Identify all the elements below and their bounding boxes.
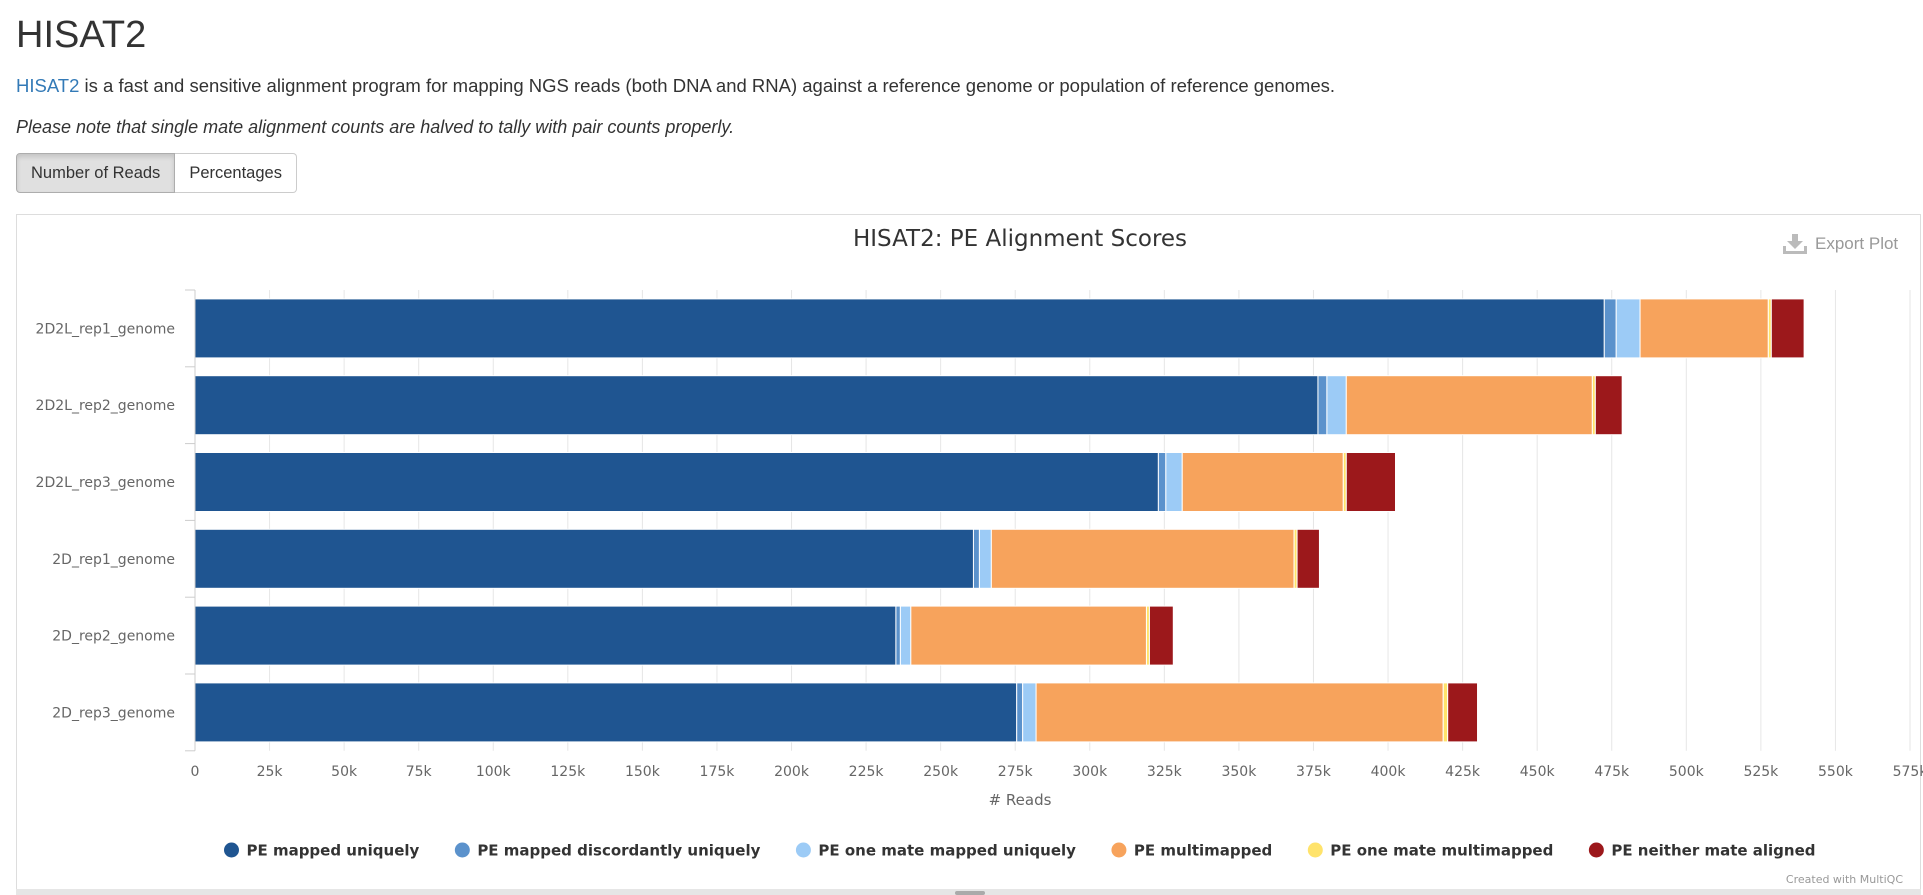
- x-tick-label: 525k: [1743, 764, 1779, 780]
- bar-segment[interactable]: [1035, 682, 1444, 743]
- y-category-label: 2D2L_rep1_genome: [36, 321, 175, 337]
- bar-segment[interactable]: [1639, 298, 1769, 359]
- legend-label: PE multimapped: [1134, 842, 1272, 860]
- bar-segment[interactable]: [194, 452, 1159, 512]
- x-tick-label: 150k: [625, 764, 661, 780]
- bar-segment[interactable]: [194, 682, 1018, 743]
- bar-segment[interactable]: [1181, 452, 1344, 512]
- bar-segment[interactable]: [1442, 682, 1449, 743]
- x-tick-label: 50k: [331, 764, 358, 780]
- legend: PE mapped uniquely PE mapped discordantly…: [223, 842, 1816, 860]
- x-tick-label: 200k: [774, 764, 810, 780]
- x-axis-title: # Reads: [989, 791, 1052, 809]
- page-title: HISAT2: [16, 14, 147, 56]
- x-tick-label: 100k: [476, 764, 512, 780]
- y-category-label: 2D2L_rep3_genome: [36, 475, 175, 491]
- legend-label: PE one mate multimapped: [1330, 842, 1553, 860]
- bar-segment[interactable]: [1594, 375, 1623, 436]
- y-category-label: 2D_rep2_genome: [52, 629, 175, 645]
- x-tick-label: 275k: [998, 764, 1034, 780]
- legend-marker: [795, 842, 811, 858]
- legend-label: PE one mate mapped uniquely: [818, 842, 1076, 860]
- bar-segment[interactable]: [1603, 298, 1617, 359]
- bar-segment[interactable]: [1345, 375, 1593, 436]
- legend-label: PE mapped uniquely: [246, 842, 419, 860]
- bar-segment[interactable]: [1165, 452, 1183, 512]
- x-tick-label: 300k: [1072, 764, 1108, 780]
- export-plot-label: Export Plot: [1815, 234, 1899, 253]
- description-text: is a fast and sensitive alignment progra…: [79, 75, 1336, 96]
- legend-item[interactable]: PE mapped uniquely: [223, 842, 420, 860]
- x-tick-label: 225k: [849, 764, 885, 780]
- resize-handle[interactable]: [955, 891, 985, 895]
- bar-segment[interactable]: [1016, 682, 1024, 743]
- bar-segment[interactable]: [1345, 452, 1397, 512]
- bar-segment[interactable]: [1447, 682, 1479, 743]
- bar-segment[interactable]: [1615, 298, 1641, 359]
- bar-segment[interactable]: [1296, 528, 1320, 589]
- legend-item[interactable]: PE mapped discordantly uniquely: [454, 842, 761, 860]
- bar-segment[interactable]: [1022, 682, 1037, 743]
- x-tick-label: 450k: [1520, 764, 1556, 780]
- bar-segment[interactable]: [194, 375, 1319, 436]
- legend-marker: [1307, 842, 1323, 858]
- bars: [194, 298, 1805, 743]
- x-tick-label: 75k: [406, 764, 433, 780]
- module-description: HISAT2 is a fast and sensitive alignment…: [16, 74, 1335, 98]
- multiqc-credit: Created with MultiQC: [1786, 873, 1903, 886]
- y-category-label: 2D2L_rep2_genome: [36, 398, 175, 414]
- x-tick-label: 375k: [1296, 764, 1332, 780]
- number-of-reads-button[interactable]: Number of Reads: [16, 153, 176, 193]
- bar-segment[interactable]: [978, 528, 992, 589]
- export-plot-button[interactable]: Export Plot: [1783, 234, 1898, 254]
- legend-item[interactable]: PE one mate multimapped: [1307, 842, 1554, 860]
- bar-segment[interactable]: [1148, 605, 1174, 666]
- x-tick-label: 25k: [257, 764, 284, 780]
- bar-segment[interactable]: [910, 605, 1147, 666]
- x-tick-label: 125k: [550, 764, 586, 780]
- bar-segment[interactable]: [899, 605, 912, 666]
- bar-segment[interactable]: [895, 605, 901, 666]
- legend-marker: [223, 842, 239, 858]
- x-tick-label: 500k: [1669, 764, 1705, 780]
- axes: 0 25k 50k 75k 100k 125k 150k 175k 200k 225k 250k 27…: [36, 289, 1923, 780]
- bar-segment[interactable]: [990, 528, 1295, 589]
- legend-item[interactable]: PE multimapped: [1111, 842, 1272, 860]
- bar-segment[interactable]: [1770, 298, 1805, 359]
- legend-marker: [1588, 842, 1604, 858]
- bar-segment[interactable]: [1317, 375, 1328, 436]
- y-category-label: 2D_rep3_genome: [52, 705, 175, 721]
- x-tick-label: 325k: [1147, 764, 1183, 780]
- x-tick-label: 550k: [1818, 764, 1854, 780]
- halving-note: Please note that single mate alignment c…: [16, 117, 735, 137]
- percentages-button[interactable]: Percentages: [175, 153, 297, 193]
- x-tick-label: 400k: [1371, 764, 1407, 780]
- x-tick-label: 350k: [1221, 764, 1257, 780]
- legend-label: PE mapped discordantly uniquely: [477, 842, 760, 860]
- grid-lines: [269, 290, 1911, 751]
- x-tick-label: 575k: [1893, 764, 1923, 780]
- legend-label: PE neither mate aligned: [1611, 842, 1815, 860]
- x-tick-label: 475k: [1594, 764, 1630, 780]
- bar-segment[interactable]: [194, 298, 1605, 359]
- x-tick-label: 425k: [1445, 764, 1481, 780]
- legend-marker: [1111, 842, 1127, 858]
- x-tick-label: 250k: [923, 764, 959, 780]
- bar-segment[interactable]: [972, 528, 980, 589]
- legend-item[interactable]: PE one mate mapped uniquely: [795, 842, 1076, 860]
- x-tick-label: 0: [191, 764, 200, 780]
- hisat2-link[interactable]: HISAT2: [16, 75, 80, 96]
- data-toggle-group: Number of Reads Percentages: [16, 153, 297, 193]
- bar-segment[interactable]: [1326, 375, 1347, 436]
- legend-marker: [454, 842, 470, 858]
- chart-title: HISAT2: PE Alignment Scores: [853, 226, 1187, 252]
- x-tick-label: 175k: [700, 764, 736, 780]
- legend-item[interactable]: PE neither mate aligned: [1588, 842, 1816, 860]
- y-category-label: 2D_rep1_genome: [52, 552, 175, 568]
- bar-segment[interactable]: [1157, 452, 1167, 512]
- bar-segment[interactable]: [194, 605, 897, 666]
- bar-segment[interactable]: [194, 528, 974, 589]
- download-icon: [1783, 234, 1807, 254]
